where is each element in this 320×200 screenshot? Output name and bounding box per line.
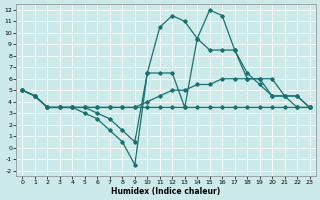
X-axis label: Humidex (Indice chaleur): Humidex (Indice chaleur) [111, 187, 221, 196]
